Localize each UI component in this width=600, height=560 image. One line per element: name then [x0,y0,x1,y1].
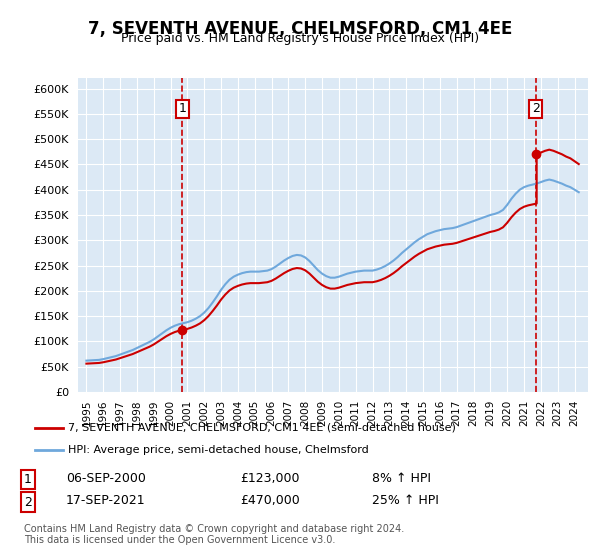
Text: 06-SEP-2000: 06-SEP-2000 [66,472,146,485]
Text: 7, SEVENTH AVENUE, CHELMSFORD, CM1 4EE (semi-detached house): 7, SEVENTH AVENUE, CHELMSFORD, CM1 4EE (… [68,423,456,433]
Text: HPI: Average price, semi-detached house, Chelmsford: HPI: Average price, semi-detached house,… [68,445,369,455]
Text: 25% ↑ HPI: 25% ↑ HPI [372,494,439,507]
Text: 17-SEP-2021: 17-SEP-2021 [66,494,146,507]
Text: 8% ↑ HPI: 8% ↑ HPI [372,472,431,485]
Text: 2: 2 [532,102,540,115]
Text: 7, SEVENTH AVENUE, CHELMSFORD, CM1 4EE: 7, SEVENTH AVENUE, CHELMSFORD, CM1 4EE [88,20,512,38]
Text: 2: 2 [24,496,32,508]
Text: Price paid vs. HM Land Registry's House Price Index (HPI): Price paid vs. HM Land Registry's House … [121,32,479,45]
Text: 1: 1 [178,102,186,115]
Text: £470,000: £470,000 [240,494,300,507]
Text: £123,000: £123,000 [240,472,299,485]
Text: Contains HM Land Registry data © Crown copyright and database right 2024.
This d: Contains HM Land Registry data © Crown c… [24,524,404,545]
Text: 1: 1 [24,473,32,486]
